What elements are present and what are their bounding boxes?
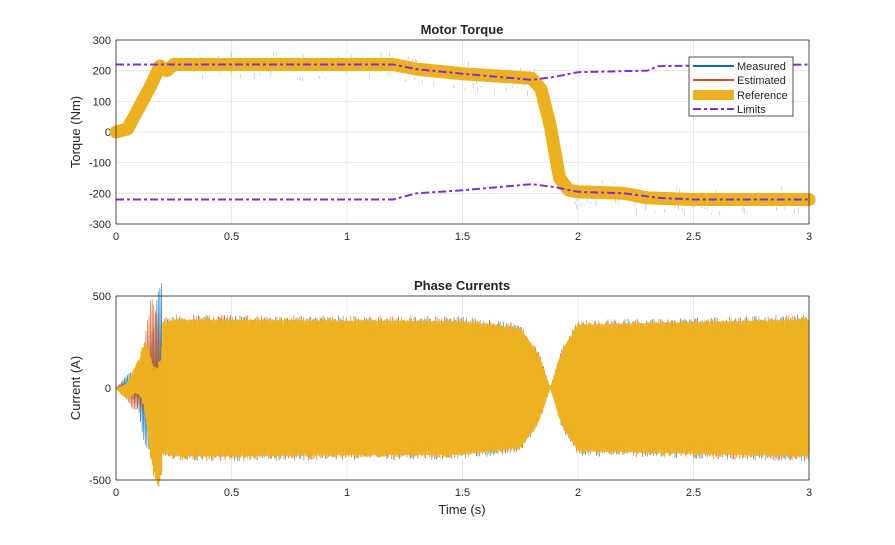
torque-axes: 0 0.5 1 1.5 2 2.5 3 300 200 100 0 -100 -200 -300 <box>89 35 816 243</box>
upper-limit-line <box>116 63 810 81</box>
reference-current-band <box>162 319 809 457</box>
current-ylabel: Current (A) <box>68 356 83 420</box>
axes-frame <box>115 295 810 481</box>
y-tick-label: 500 <box>93 291 111 303</box>
y-tick-label: 0 <box>105 127 111 139</box>
lower-limit-line <box>116 183 809 201</box>
current-xlabel: Time (s) <box>438 502 485 517</box>
x-tick-label: 2 <box>575 231 581 243</box>
x-tick-label: 3 <box>806 487 812 499</box>
current-title: Phase Currents <box>414 278 510 293</box>
x-tick-label: 1.5 <box>455 231 470 243</box>
y-tick-label: 300 <box>93 35 111 47</box>
legend-estimated: Estimated <box>737 75 786 87</box>
legend-reference: Reference <box>737 90 788 102</box>
torque-ylabel: Torque (Nm) <box>68 96 83 168</box>
x-tick-label: 1 <box>344 487 350 499</box>
legend: Measured Estimated Reference Limits <box>688 56 794 117</box>
y-tick-label: -300 <box>89 219 111 231</box>
y-tick-label: 0 <box>105 383 111 395</box>
legend-measured: Measured <box>737 61 786 73</box>
x-tick-label: 0 <box>113 487 119 499</box>
x-tick-label: 1 <box>344 231 350 243</box>
torque-title: Motor Torque <box>421 22 504 37</box>
y-tick-label: 200 <box>93 66 111 78</box>
x-tick-label: 1.5 <box>455 487 470 499</box>
axes-frame <box>115 39 810 225</box>
y-tick-label: -200 <box>89 188 111 200</box>
y-tick-label: 100 <box>93 96 111 108</box>
x-tick-label: 0 <box>113 231 119 243</box>
x-tick-label: 3 <box>806 231 812 243</box>
legend-limits: Limits <box>737 104 766 116</box>
x-tick-label: 2.5 <box>686 231 701 243</box>
y-tick-label: -100 <box>89 158 111 170</box>
x-tick-label: 0.5 <box>224 487 239 499</box>
y-tick-label: -500 <box>89 475 111 487</box>
x-tick-label: 2.5 <box>686 487 701 499</box>
x-tick-label: 2 <box>575 487 581 499</box>
x-tick-label: 0.5 <box>224 231 239 243</box>
